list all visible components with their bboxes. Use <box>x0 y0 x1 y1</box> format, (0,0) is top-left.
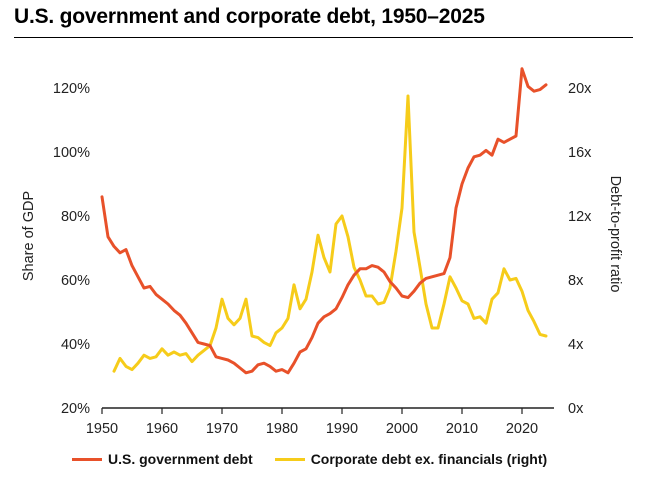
legend-label-corporate-debt: Corporate debt ex. financials (right) <box>310 451 548 467</box>
series-layer <box>100 67 548 375</box>
legend: U.S. government debt Corporate debt ex. … <box>72 451 569 467</box>
y-tick-label-right: 20x <box>568 81 592 97</box>
y-tick-label-right: 0x <box>568 401 584 417</box>
x-tick-label: 1970 <box>206 421 238 437</box>
x-tick-label: 2000 <box>386 421 418 437</box>
legend-swatch-corporate-debt <box>274 457 305 461</box>
axes-layer: 1950 1960 1970 1980 1990 2000 2010 2020 20% 40% 60… <box>53 81 592 437</box>
x-tick-label: 2010 <box>446 421 478 437</box>
x-tick-label: 1980 <box>266 421 298 437</box>
y-tick-label-left: 20% <box>61 401 90 417</box>
title-divider <box>14 37 633 38</box>
legend-item-government-debt: U.S. government debt <box>72 451 253 467</box>
y-tick-label-left: 100% <box>53 145 90 161</box>
y-axis-title-left: Share of GDP <box>21 191 37 281</box>
x-tick-label: 1990 <box>326 421 358 437</box>
series-line-government-debt <box>100 67 548 375</box>
series-points-government-debt <box>102 69 546 373</box>
y-tick-label-right: 16x <box>568 145 592 161</box>
x-tick-label: 2020 <box>506 421 538 437</box>
y-tick-label-left: 80% <box>61 209 90 225</box>
x-tick-label: 1950 <box>86 421 118 437</box>
series-points-corporate-debt <box>114 96 546 371</box>
series-line-corporate-debt <box>112 94 548 373</box>
legend-swatch-government-debt <box>72 457 102 461</box>
y-tick-label-right: 8x <box>568 273 584 289</box>
y-tick-label-left: 120% <box>53 81 90 97</box>
y-tick-label-right: 12x <box>568 209 592 225</box>
legend-item-corporate-debt: Corporate debt ex. financials (right) <box>274 451 548 467</box>
x-tick-label: 1960 <box>146 421 178 437</box>
y-axis-title-right: Debt-to-profit ratio <box>607 176 623 293</box>
y-tick-label-left: 40% <box>61 337 90 353</box>
y-tick-label-right: 4x <box>568 337 584 353</box>
legend-label-government-debt: U.S. government debt <box>108 451 253 467</box>
chart-title: U.S. government and corporate debt, 1950… <box>14 5 485 28</box>
y-tick-label-left: 60% <box>61 273 90 289</box>
